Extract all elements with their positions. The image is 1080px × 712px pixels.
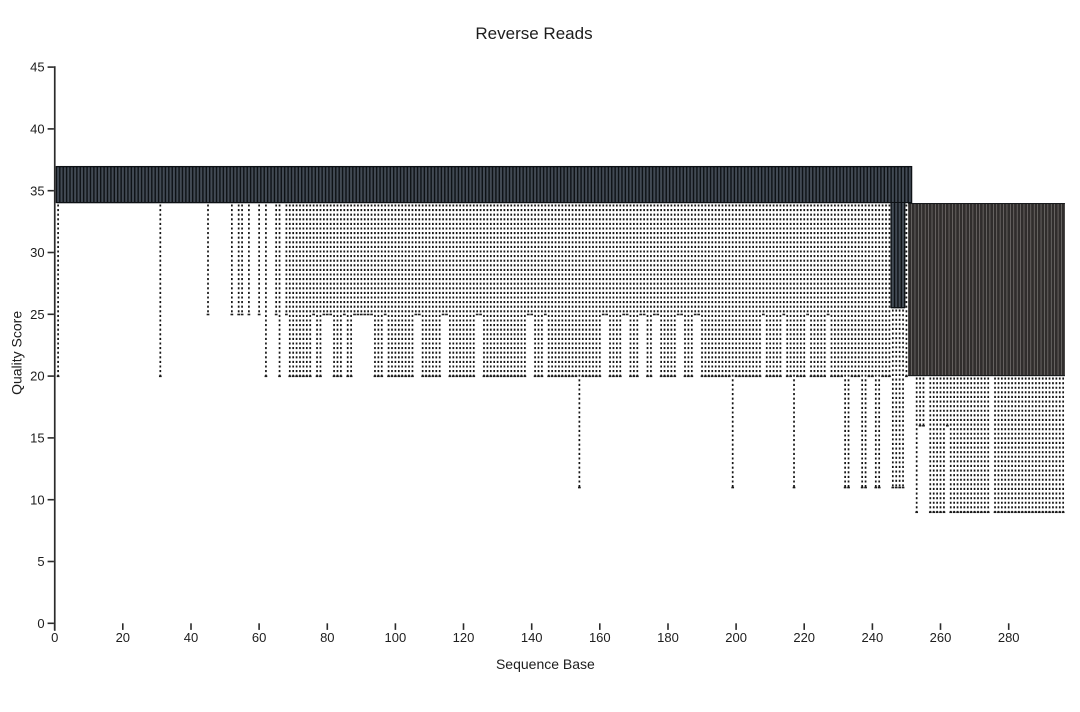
svg-text:20: 20 [30,369,44,384]
svg-text:0: 0 [37,616,44,631]
svg-text:160: 160 [589,630,611,645]
svg-text:280: 280 [998,630,1020,645]
svg-text:220: 220 [793,630,815,645]
svg-text:0: 0 [51,630,58,645]
svg-text:20: 20 [116,630,130,645]
svg-text:30: 30 [30,245,44,260]
svg-text:180: 180 [657,630,679,645]
svg-text:260: 260 [930,630,952,645]
svg-text:5: 5 [37,554,44,569]
svg-text:200: 200 [725,630,747,645]
svg-text:40: 40 [184,630,198,645]
svg-text:40: 40 [30,122,44,137]
svg-text:100: 100 [385,630,407,645]
svg-text:10: 10 [30,492,44,507]
svg-text:Sequence Base: Sequence Base [496,656,595,672]
svg-text:25: 25 [30,307,44,322]
svg-text:60: 60 [252,630,266,645]
svg-text:45: 45 [30,60,44,75]
svg-text:35: 35 [30,183,44,198]
svg-text:15: 15 [30,431,44,446]
svg-text:240: 240 [862,630,884,645]
svg-text:Quality Score: Quality Score [9,311,25,395]
svg-text:Reverse Reads: Reverse Reads [475,24,592,43]
svg-text:120: 120 [453,630,475,645]
svg-text:140: 140 [521,630,543,645]
svg-text:80: 80 [320,630,334,645]
